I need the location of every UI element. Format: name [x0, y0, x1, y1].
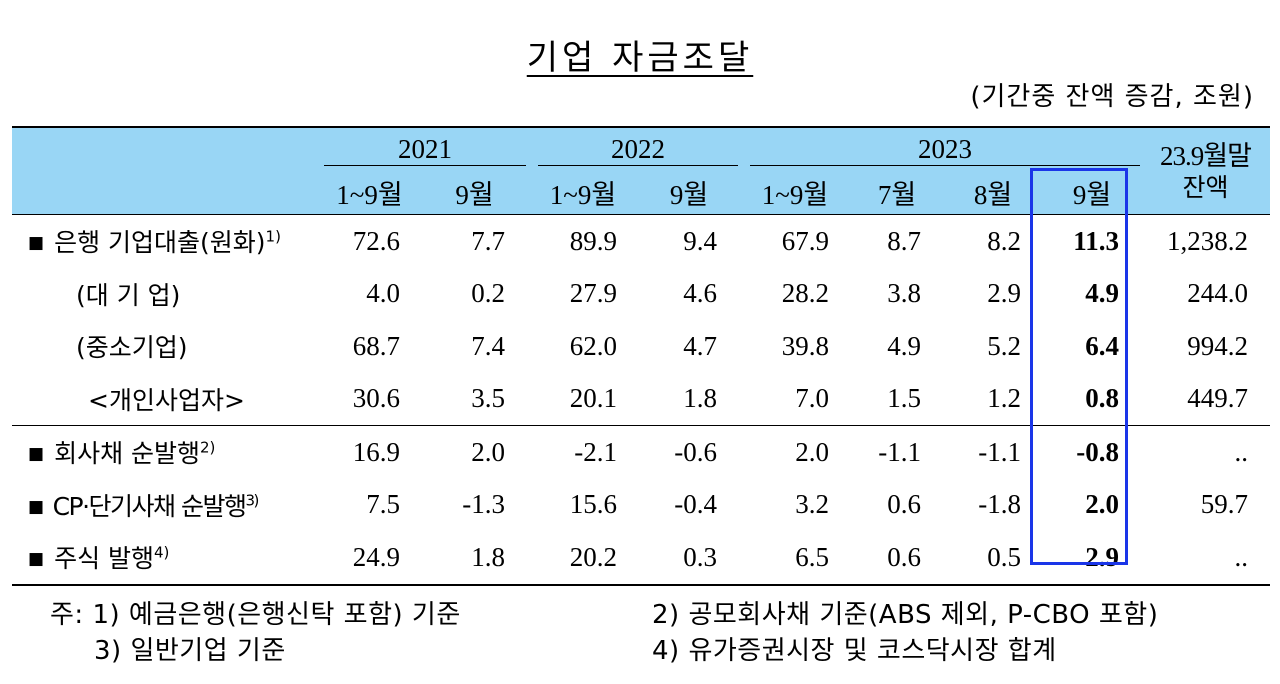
period-2021-sep: 9월	[422, 170, 527, 215]
row-label: ■ CP·단기사채 순발행3)	[28, 491, 259, 521]
cell: 3.2	[795, 489, 829, 520]
cell: 39.8	[781, 330, 829, 361]
cell-highlight: 2.9	[1085, 541, 1119, 572]
cell-highlight: -0.8	[1043, 425, 1141, 479]
note-4: 4) 유가증권시장 및 코스닥시장 합계	[652, 636, 1057, 666]
period-2022-sep: 9월	[639, 170, 739, 215]
cell: 7.4	[471, 330, 505, 361]
table-row: (대 기 업) 4.0 0.2 27.9 4.6 28.2 3.8 2.9 4.…	[12, 268, 1270, 321]
highlight-box	[1030, 168, 1128, 565]
cell-highlight: 4.9	[1085, 278, 1119, 309]
cell: -1.8	[978, 489, 1021, 520]
cell: 0.6	[887, 489, 921, 520]
cell: 4.9	[887, 330, 921, 361]
header-blank	[12, 127, 317, 170]
balance-header: 23.9월말 잔액	[1141, 127, 1270, 215]
cell: 1.8	[683, 383, 717, 414]
cell-highlight: 11.3	[1073, 225, 1119, 256]
table-row: ■ 회사채 순발행2) 16.9 2.0 -2.1 -0.6 2.0 -1.1 -…	[12, 425, 1270, 479]
cell: 7.5	[366, 489, 400, 520]
period-2023-aug: 8월	[943, 170, 1043, 215]
cell: 16.9	[317, 425, 422, 479]
cell: 28.2	[781, 278, 829, 309]
cell-balance: 244.0	[1187, 278, 1248, 309]
cell: 68.7	[352, 330, 400, 361]
cell: 72.6	[352, 225, 400, 256]
cell: 2.9	[987, 278, 1021, 309]
cell: 4.6	[683, 278, 717, 309]
year-2023: 2023	[739, 127, 1141, 170]
period-2023-ytd: 1~9월	[739, 170, 851, 215]
table-row: ■ 은행 기업대출(원화)1) 72.6 7.7 89.9 9.4 67.9 8.…	[12, 215, 1270, 268]
note-2: 2) 공모회사채 기준(ABS 제외, P-CBO 포함)	[652, 600, 1159, 630]
cell: -0.6	[639, 425, 739, 479]
cell: 0.5	[987, 541, 1021, 572]
cell-highlight: 0.8	[1085, 383, 1119, 414]
row-label: (중소기업)	[76, 333, 188, 363]
cell: 2.0	[739, 425, 851, 479]
cell: 30.6	[352, 383, 400, 414]
cell: 89.9	[569, 225, 617, 256]
cell: 7.0	[795, 383, 829, 414]
row-label: ■ 주식 발행4)	[28, 543, 170, 574]
cell: 3.5	[471, 383, 505, 414]
header-blank-2	[12, 170, 317, 215]
cell: 62.0	[569, 330, 617, 361]
cell: -0.4	[674, 489, 717, 520]
period-2021-ytd: 1~9월	[317, 170, 422, 215]
cell-balance: 994.2	[1187, 330, 1248, 361]
cell: 6.5	[795, 541, 829, 572]
cell: 20.1	[569, 383, 617, 414]
unit-label: (기간중 잔액 증감, 조원)	[970, 82, 1254, 112]
cell-balance: 449.7	[1187, 383, 1248, 414]
cell: 5.2	[987, 330, 1021, 361]
cell-balance: 59.7	[1200, 489, 1248, 520]
cell-balance: 1,238.2	[1167, 225, 1248, 256]
row-label: ■ 은행 기업대출(원화)1)	[28, 227, 281, 258]
cell: 27.9	[569, 278, 617, 309]
cell: -1.3	[462, 489, 505, 520]
cell: 8.2	[987, 225, 1021, 256]
period-2023-jul: 7월	[851, 170, 943, 215]
cell: 3.8	[887, 278, 921, 309]
note-3: 3) 일반기업 기준	[94, 636, 286, 666]
cell: 24.9	[352, 541, 400, 572]
period-2022-ytd: 1~9월	[527, 170, 639, 215]
cell: -1.1	[851, 425, 943, 479]
cell: 9.4	[683, 225, 717, 256]
cell: 7.7	[471, 225, 505, 256]
table-row: (중소기업) 68.7 7.4 62.0 4.7 39.8 4.9 5.2 6.…	[12, 320, 1270, 373]
cell: 4.7	[683, 330, 717, 361]
cell-balance: ..	[1141, 425, 1270, 479]
note-1: 주: 1) 예금은행(은행신탁 포함) 기준	[50, 600, 461, 630]
row-label: <개인사업자>	[88, 385, 245, 415]
table-row: ■ CP·단기사채 순발행3) 7.5 -1.3 15.6 -0.4 3.2 0.…	[12, 479, 1270, 532]
cell: 8.7	[887, 225, 921, 256]
cell: -2.1	[527, 425, 639, 479]
year-2021: 2021	[317, 127, 527, 170]
cell: -1.1	[943, 425, 1043, 479]
funding-table: 2021 2022 2023 23.9월말 잔액 1~9월 9월 1~9월 9월…	[12, 126, 1270, 586]
cell: 0.3	[683, 541, 717, 572]
cell: 15.6	[569, 489, 617, 520]
cell: 1.5	[887, 383, 921, 414]
cell: 0.2	[471, 278, 505, 309]
cell: 4.0	[366, 278, 400, 309]
cell: 1.8	[471, 541, 505, 572]
cell: 2.0	[422, 425, 527, 479]
period-2023-sep: 9월	[1043, 170, 1141, 215]
cell: 1.2	[987, 383, 1021, 414]
cell-highlight: 2.0	[1085, 489, 1119, 520]
page-title: 기업 자금조달	[526, 38, 754, 78]
row-label: ■ 회사채 순발행2)	[12, 425, 317, 479]
year-2022: 2022	[527, 127, 739, 170]
cell-balance: ..	[1234, 541, 1249, 572]
cell: 67.9	[781, 225, 829, 256]
table-row: <개인사업자> 30.6 3.5 20.1 1.8 7.0 1.5 1.2 0.…	[12, 373, 1270, 426]
row-label: (대 기 업)	[76, 280, 181, 310]
cell: 0.6	[887, 541, 921, 572]
table-row: ■ 주식 발행4) 24.9 1.8 20.2 0.3 6.5 0.6 0.5 2…	[12, 531, 1270, 585]
cell: 20.2	[569, 541, 617, 572]
cell-highlight: 6.4	[1085, 330, 1119, 361]
